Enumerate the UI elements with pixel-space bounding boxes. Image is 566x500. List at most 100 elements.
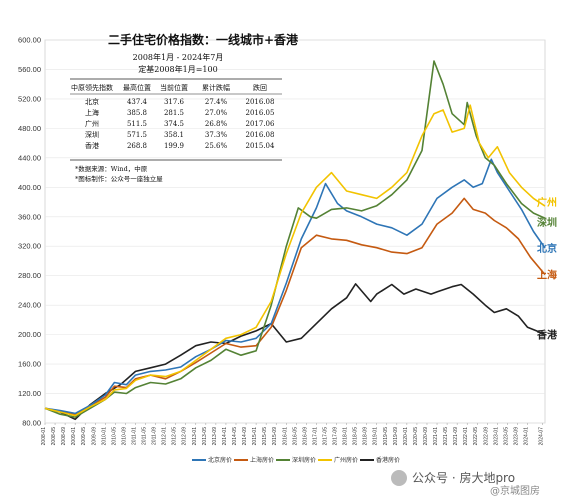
legend-entry: 香港房价 [376, 456, 400, 464]
legend-entry: 深圳房价 [292, 456, 316, 464]
x-tick-label: 2014-05 [232, 427, 238, 446]
x-tick-label: 2020-09 [423, 427, 429, 446]
table-cell: 511.5 [127, 120, 147, 128]
y-tick-label: 480.00 [18, 124, 41, 133]
x-tick-label: 2018-05 [353, 427, 359, 446]
x-tick-label: 2021-09 [453, 427, 459, 446]
x-tick-label: 2023-01 [493, 427, 499, 446]
x-tick-label: 2014-09 [242, 427, 248, 446]
table-cell: 385.8 [127, 109, 147, 117]
y-tick-label: 520.00 [18, 94, 41, 103]
end-label-香港: 香港 [537, 329, 558, 342]
y-tick-label: 600.00 [18, 36, 41, 45]
series-line-北京 [44, 158, 546, 415]
x-tick-label: 2017-09 [333, 427, 339, 446]
table-cell: 571.5 [127, 131, 147, 139]
grid-lines [45, 39, 545, 424]
x-tick-label: 2015-01 [252, 427, 258, 446]
x-axis: 2008-01 2008-05 2008-09 2009-01 2009-05 2009-… [41, 423, 545, 445]
x-tick-label: 2021-01 [433, 427, 439, 446]
table-note: *图标制作：公众号一座独立屋 [75, 174, 163, 183]
table-header: 跌回 [253, 83, 267, 92]
x-tick-label: 2018-01 [343, 427, 349, 446]
x-tick-label: 2016-09 [302, 427, 308, 446]
x-tick-label: 2013-05 [202, 427, 208, 446]
series-line-广州 [44, 104, 546, 417]
series-line-香港 [44, 283, 546, 421]
end-label-深圳: 深圳 [537, 216, 557, 229]
table-cell: 27.0% [205, 109, 228, 117]
x-tick-label: 2022-09 [483, 427, 489, 446]
legend: 北京房价 上海房价 深圳房价 广州房价 香港房价 [192, 456, 400, 464]
x-tick-label: 2020-05 [413, 427, 419, 446]
series-line-深圳 [44, 60, 546, 418]
y-tick-label: 320.00 [18, 242, 41, 251]
table-cell: 437.4 [127, 98, 148, 106]
x-tick-label: 2017-01 [312, 427, 318, 446]
table-cell: 广州 [85, 119, 99, 128]
y-tick-label: 440.00 [18, 153, 41, 162]
y-tick-label: 280.00 [18, 271, 41, 280]
table-cell: 268.8 [127, 142, 147, 150]
table-cell: 27.4% [205, 98, 228, 106]
x-tick-label: 2023-09 [513, 427, 519, 446]
y-tick-label: 360.00 [18, 212, 41, 221]
table-cell: 上海 [85, 108, 99, 117]
x-tick-label: 2019-05 [383, 427, 389, 446]
table-cell: 香港 [85, 141, 99, 150]
table-cell: 374.5 [164, 120, 184, 128]
chart-subtitle-2: 定基2008年1月=100 [138, 64, 217, 74]
x-tick-label: 2011-01 [131, 427, 137, 445]
x-tick-label: 2015-09 [272, 427, 278, 446]
table-header: 当前位置 [160, 83, 188, 92]
x-tick-label: 2021-05 [443, 427, 449, 446]
x-tick-label: 2022-01 [463, 427, 469, 446]
x-tick-label: 2010-01 [101, 427, 107, 446]
x-tick-label: 2024-01 [524, 427, 530, 446]
table-note: *数据来源：Wind，中原 [75, 164, 148, 173]
x-tick-label: 2012-05 [172, 427, 178, 446]
x-tick-label: 2009-09 [91, 427, 97, 446]
x-tick-label: 2013-09 [212, 427, 218, 446]
table-header: 中原领先指数 [71, 83, 113, 92]
x-tick-label: 2008-01 [41, 427, 47, 446]
legend-entry: 北京房价 [208, 456, 232, 464]
x-tick-label: 2009-05 [81, 427, 87, 446]
x-tick-label: 2010-05 [111, 427, 117, 446]
table-cell: 317.6 [164, 98, 185, 106]
x-tick-label: 2010-09 [121, 427, 127, 446]
table-header: 累计跌幅 [202, 83, 230, 92]
table-cell: 2016.08 [246, 98, 275, 106]
table-cell: 深圳 [85, 130, 99, 139]
end-label-上海: 上海 [537, 269, 557, 282]
x-tick-label: 2016-05 [292, 427, 298, 446]
table-cell: 199.9 [164, 142, 184, 150]
x-tick-label: 2012-01 [162, 427, 168, 446]
table-cell: 281.5 [164, 109, 184, 117]
x-tick-label: 2017-05 [322, 427, 328, 446]
x-tick-label: 2012-09 [182, 427, 188, 446]
y-tick-label: 400.00 [18, 183, 41, 192]
x-tick-label: 2019-09 [393, 427, 399, 446]
end-label-北京: 北京 [537, 242, 557, 255]
x-tick-label: 2016-01 [282, 427, 288, 446]
chart-title: 二手住宅价格指数：一线城市+香港 [108, 32, 299, 47]
x-tick-label: 2019-01 [373, 427, 379, 446]
x-tick-label: 2011-05 [142, 427, 148, 445]
y-tick-label: 200.00 [18, 330, 41, 339]
table-cell: 25.6% [205, 142, 228, 150]
y-tick-label: 80.00 [22, 419, 41, 428]
watermark-text-2: @京城图房 [490, 484, 540, 497]
chart-subtitle-1: 2008年1月 - 2024年7月 [133, 52, 224, 62]
table-cell: 358.1 [164, 131, 184, 139]
x-tick-label: 2013-01 [192, 427, 198, 446]
table-cell: 2017.06 [246, 120, 275, 128]
legend-entry: 上海房价 [250, 456, 274, 464]
x-tick-label: 2008-09 [61, 427, 67, 446]
x-tick-label: 2020-01 [403, 427, 409, 446]
y-axis: 80.00 120.00 160.00 200.00 240.00 280.00 320.0… [18, 36, 41, 428]
watermark: 公众号 · 房大地pro @京城图房 [391, 470, 540, 497]
